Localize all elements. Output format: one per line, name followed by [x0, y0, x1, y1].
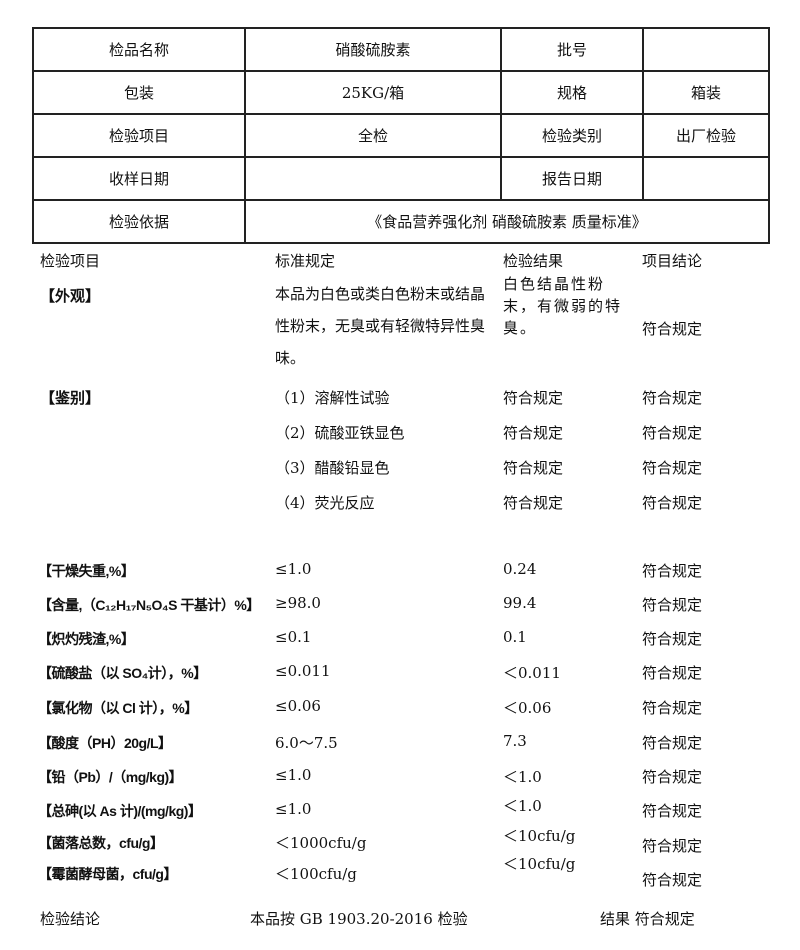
row-name: 【含量,（C₁₂H₁₇N₅O₄S 干基计）%】 [38, 597, 260, 613]
batch-value [642, 27, 770, 72]
appearance-standard: 本品为白色或类白色粉末或结晶性粉末，无臭或有轻微特异性臭味。 [275, 285, 486, 367]
row-result: 0.1 [503, 628, 527, 646]
row-conclusion: 符合规定 [642, 802, 703, 820]
row-conclusion: 符合规定 [642, 734, 703, 752]
row-conclusion: 符合规定 [642, 768, 703, 786]
row-conclusion: 符合规定 [642, 664, 703, 682]
product-label: 检品名称 [32, 27, 246, 72]
identification-standard: （1）溶解性试验 [275, 389, 390, 407]
row-standard: ≥98.0 [275, 594, 321, 612]
footer-label: 检验结论 [40, 910, 101, 928]
identification-result: 符合规定 [503, 459, 564, 477]
identification-standard: （3）醋酸铅显色 [275, 459, 390, 477]
row-conclusion: 符合规定 [642, 699, 703, 717]
identification-conclusion: 符合规定 [642, 389, 703, 407]
row-result: ＜10cfu/g [503, 827, 576, 845]
product-value: 硝酸硫胺素 [244, 27, 502, 72]
header-table: 检品名称 硝酸硫胺素 批号 包装 25KG/箱 规格 箱装 检验项目 全检 检验类别 出厂检验 … [32, 27, 770, 244]
row-standard: ≤0.011 [275, 662, 331, 680]
basis-value: 《食品营养强化剂 硝酸硫胺素 质量标准》 [244, 199, 770, 244]
row-standard: 6.0～7.5 [275, 734, 338, 752]
row-result: ＜10cfu/g [503, 855, 576, 873]
row-name: 【铅（Pb）/（mg/kg)】 [38, 769, 183, 785]
row-conclusion: 符合规定 [642, 562, 703, 580]
identification-result: 符合规定 [503, 494, 564, 512]
spec-label: 规格 [500, 70, 644, 115]
batch-label: 批号 [500, 27, 644, 72]
identification-standard: （2）硫酸亚铁显色 [275, 424, 405, 442]
row-conclusion: 符合规定 [642, 837, 703, 855]
appearance-name: 【外观】 [40, 287, 101, 305]
row-name: 【硫酸盐（以 SO₄计），%】 [38, 665, 207, 681]
row-name: 【炽灼残渣,%】 [38, 631, 135, 647]
package-label: 包装 [32, 70, 246, 115]
row-result: 99.4 [503, 594, 537, 612]
row-standard: ＜100cfu/g [275, 865, 357, 883]
report-date-label: 报告日期 [500, 156, 644, 201]
row-result: ＜1.0 [503, 768, 542, 786]
row-result: ＜1.0 [503, 797, 542, 815]
package-value: 25KG/箱 [244, 70, 502, 115]
row-conclusion: 符合规定 [642, 596, 703, 614]
identification-name: 【鉴别】 [40, 389, 101, 407]
identification-result: 符合规定 [503, 424, 564, 442]
sample-date-value [244, 156, 502, 201]
identification-conclusion: 符合规定 [642, 494, 703, 512]
row-standard: ≤1.0 [275, 766, 312, 784]
footer-result: 结果 符合规定 [600, 910, 695, 928]
sample-date-label: 收样日期 [32, 156, 246, 201]
report-date-value [642, 156, 770, 201]
row-result: ＜0.06 [503, 699, 552, 717]
row-name: 【总砷(以 As 计)/(mg/kg)】 [38, 803, 202, 819]
row-standard: ≤0.06 [275, 697, 321, 715]
row-standard: ≤0.1 [275, 628, 312, 646]
col-result: 检验结果 [503, 252, 564, 270]
row-conclusion: 符合规定 [642, 630, 703, 648]
col-standard: 标准规定 [275, 252, 336, 270]
basis-label: 检验依据 [32, 199, 246, 244]
col-item: 检验项目 [40, 252, 101, 270]
row-name: 【菌落总数，cfu/g】 [38, 835, 164, 851]
col-conclusion: 项目结论 [642, 252, 703, 270]
row-standard: ＜1000cfu/g [275, 834, 367, 852]
item-value: 全检 [244, 113, 502, 158]
row-name: 【氯化物（以 Cl 计），%】 [38, 700, 198, 716]
row-result: 0.24 [503, 560, 537, 578]
row-name: 【干燥失重,%】 [38, 563, 135, 579]
identification-conclusion: 符合规定 [642, 459, 703, 477]
row-result: ＜0.011 [503, 664, 561, 682]
appearance-result: 白色结晶性粉末，有微弱的特臭。 [503, 275, 623, 337]
row-name: 【霉菌酵母菌，cfu/g】 [38, 866, 177, 882]
type-label: 检验类别 [500, 113, 644, 158]
identification-standard: （4）荧光反应 [275, 494, 375, 512]
identification-result: 符合规定 [503, 389, 564, 407]
footer-text: 本品按 GB 1903.20-2016 检验 [250, 910, 468, 928]
spec-value: 箱装 [642, 70, 770, 115]
row-name: 【酸度（PH）20g/L】 [38, 735, 172, 751]
row-result: 7.3 [503, 732, 527, 750]
row-conclusion: 符合规定 [642, 871, 703, 889]
row-standard: ≤1.0 [275, 560, 312, 578]
row-standard: ≤1.0 [275, 800, 312, 818]
appearance-conclusion: 符合规定 [642, 320, 703, 338]
identification-conclusion: 符合规定 [642, 424, 703, 442]
item-label: 检验项目 [32, 113, 246, 158]
type-value: 出厂检验 [642, 113, 770, 158]
